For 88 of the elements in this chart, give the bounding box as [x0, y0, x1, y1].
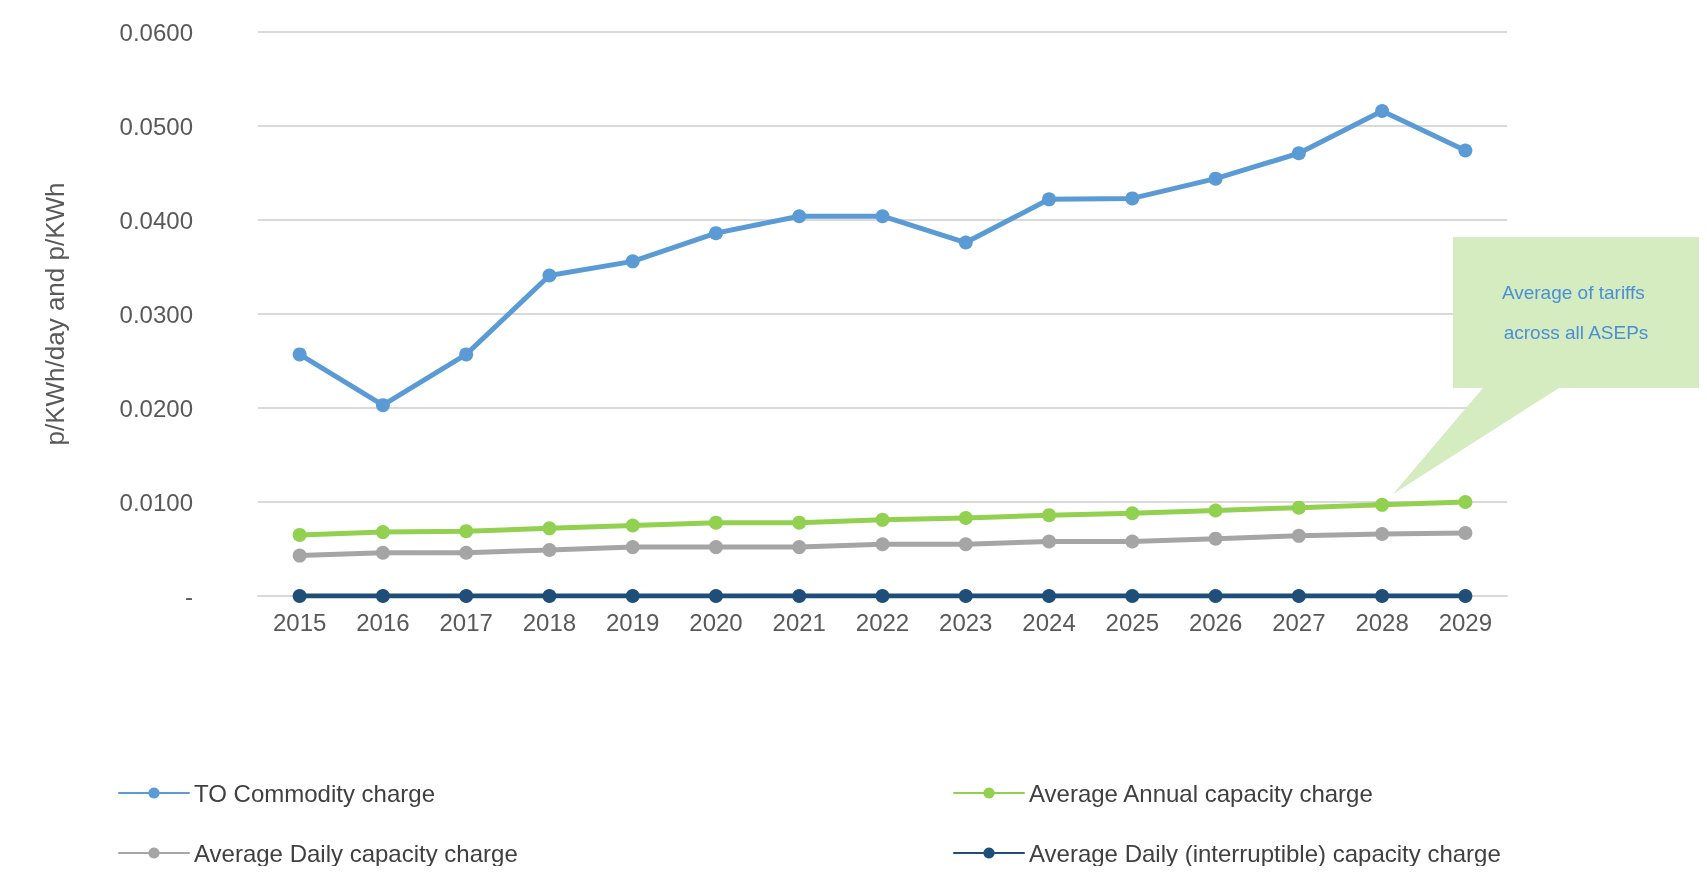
point	[875, 589, 890, 603]
x-tick-label: 2022	[855, 608, 910, 636]
point	[1291, 528, 1306, 543]
point	[1291, 589, 1306, 603]
point	[542, 542, 557, 557]
y-axis-title: p/KWh/day and p/KWh	[40, 182, 70, 446]
point	[1458, 526, 1473, 541]
x-tick-label: 2017	[439, 608, 493, 636]
y-tick-label: 0.0500	[119, 112, 193, 140]
point	[1458, 589, 1473, 603]
point	[459, 524, 474, 539]
point	[708, 515, 723, 530]
y-tick-label: 0.0400	[119, 206, 193, 234]
y-tick-label: 0.0100	[119, 488, 193, 516]
annotation: Average of tariffs across all ASEPs	[1501, 282, 1651, 343]
point	[1458, 143, 1473, 158]
point	[542, 589, 557, 603]
legend-label: TO Commodity charge	[194, 779, 435, 807]
point	[1042, 534, 1057, 549]
point	[792, 540, 807, 555]
x-tick-label: 2028	[1355, 608, 1409, 636]
point	[1042, 192, 1057, 207]
point	[1208, 531, 1223, 546]
point	[1375, 526, 1390, 541]
point	[1125, 589, 1140, 603]
point	[708, 540, 723, 555]
point	[459, 347, 474, 362]
x-tick-label: 2026	[1188, 608, 1243, 636]
point	[292, 527, 307, 542]
point	[958, 589, 973, 603]
point	[1291, 500, 1306, 515]
x-tick-label: 2019	[606, 608, 660, 636]
x-tick-label: 2024	[1022, 608, 1076, 636]
point	[542, 521, 557, 536]
point	[1375, 589, 1390, 603]
point	[958, 537, 973, 552]
point	[958, 510, 973, 525]
point	[875, 537, 890, 552]
x-tick-label: 2021	[772, 608, 826, 636]
point	[542, 268, 557, 283]
point	[625, 518, 640, 533]
x-tick-label: 2027	[1272, 608, 1326, 636]
x-tick-label: 2020	[689, 608, 743, 636]
point	[625, 540, 640, 555]
point	[459, 545, 474, 560]
point	[1125, 506, 1140, 521]
x-tick-label: 2025	[1105, 608, 1159, 636]
point	[625, 589, 640, 603]
point	[792, 209, 807, 224]
x-tick-label: 2023	[939, 608, 993, 636]
x-tick-label: 2018	[522, 608, 577, 636]
point	[792, 589, 807, 603]
point	[625, 254, 640, 269]
point	[459, 589, 474, 603]
point	[958, 235, 973, 250]
point	[792, 515, 807, 530]
x-tick-label: 2016	[356, 608, 410, 636]
y-tick-label: -	[185, 582, 193, 610]
point	[292, 589, 307, 603]
point	[1042, 589, 1057, 603]
point	[1458, 495, 1473, 509]
x-tick-label: 2015	[272, 608, 327, 636]
point	[375, 525, 390, 540]
y-tick-label: 0.0200	[119, 394, 193, 422]
point	[1375, 497, 1390, 512]
point	[1208, 589, 1223, 603]
point	[1042, 508, 1057, 523]
point	[1208, 171, 1223, 186]
point	[375, 589, 390, 603]
x-tick-label: 2029	[1438, 608, 1493, 636]
y-tick-label: 0.0300	[119, 300, 193, 328]
point	[1125, 191, 1140, 206]
point	[1208, 503, 1223, 518]
point	[875, 209, 890, 224]
legend-label: Average Daily (interruptible) capacity charge	[1029, 839, 1501, 867]
point	[375, 398, 390, 413]
point	[1375, 103, 1390, 118]
point	[875, 512, 890, 527]
point	[1125, 534, 1140, 549]
point	[708, 226, 723, 241]
point	[1291, 146, 1306, 161]
y-tick-label: 0.0600	[119, 18, 193, 46]
legend-label: Average Daily capacity charge	[194, 839, 518, 867]
point	[292, 548, 307, 563]
point	[708, 589, 723, 603]
legend-label: Average Annual capacity charge	[1029, 779, 1373, 807]
point	[292, 347, 307, 362]
point	[375, 545, 390, 560]
